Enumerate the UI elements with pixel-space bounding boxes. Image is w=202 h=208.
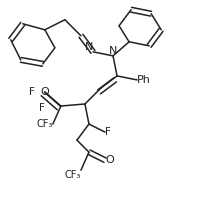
Text: F: F [29,87,35,97]
Text: CF₃: CF₃ [65,170,81,180]
Text: O: O [105,155,114,165]
Text: Ph: Ph [137,75,151,85]
Text: N: N [85,42,93,52]
Text: F: F [105,127,111,137]
Text: F: F [39,103,45,113]
Text: O: O [40,87,49,97]
Text: N: N [109,46,117,56]
Text: CF₃: CF₃ [37,119,53,129]
